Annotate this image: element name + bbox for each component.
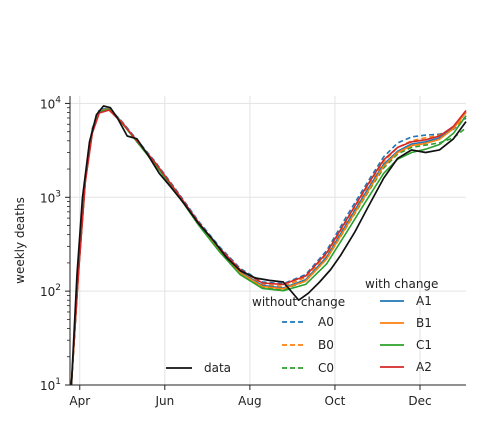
x-tick-label: Dec (408, 394, 431, 408)
y-tick-label: 101 (40, 377, 61, 393)
series-line-data (70, 105, 467, 386)
x-tick-label: Apr (69, 394, 90, 408)
legend-label-b0: B0 (318, 338, 334, 352)
y-tick-label: 103 (40, 189, 61, 205)
legend: without change with change A0 B0 C0 A1 B1 C1 A2 d… (166, 277, 438, 375)
legend-label-c1: C1 (416, 338, 432, 352)
legend-label-data: data (204, 361, 231, 375)
series-line-a2 (70, 109, 467, 386)
series-line-a0 (70, 107, 467, 386)
series-line-b1 (70, 108, 467, 386)
y-tick-label: 104 (40, 95, 61, 111)
series-lines (70, 105, 467, 386)
series-line-c0 (70, 108, 467, 386)
y-axis-title: weekly deaths (13, 197, 27, 284)
series-line-c1 (70, 108, 467, 386)
legend-label-b1: B1 (416, 316, 432, 330)
legend-title-with-change: with change (365, 277, 438, 291)
x-tick-label: Aug (238, 394, 261, 408)
x-tick-label: Jun (154, 394, 174, 408)
legend-label-c0: C0 (318, 361, 334, 375)
series-line-a1 (70, 107, 467, 386)
legend-title-without-change: without change (252, 295, 345, 309)
series-line-b0 (70, 107, 467, 386)
y-tick-label: 102 (40, 283, 61, 299)
axes: Apr Jun Aug Oct Dec 101 102 103 104 weekly deaths (13, 95, 466, 408)
x-tick-label: Oct (325, 394, 346, 408)
legend-label-a1: A1 (416, 294, 432, 308)
legend-label-a2: A2 (416, 360, 432, 374)
legend-label-a0: A0 (318, 315, 334, 329)
